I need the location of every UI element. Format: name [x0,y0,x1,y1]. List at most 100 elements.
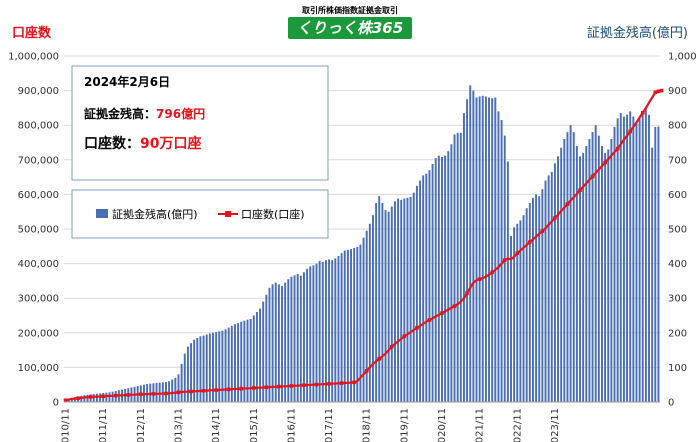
account-point [465,291,469,295]
balance-bar [409,196,412,402]
right-tick-label: 800 [668,121,687,132]
account-point [339,381,344,385]
x-tick-label: 2023/11 [550,408,561,442]
legend-line-label: 口座数(口座) [241,207,305,221]
balance-bar [221,330,224,402]
balance-bar [193,339,196,402]
account-point [540,229,545,233]
account-point [502,258,507,262]
account-point [528,240,532,244]
right-tick-label: 300 [668,294,687,305]
account-point [264,385,269,390]
left-tick-label: 400,000 [18,259,59,270]
balance-bar [531,197,534,402]
balance-bar [506,161,509,402]
balance-bar [525,208,528,402]
account-point [201,388,206,393]
x-tick-label: 2016/11 [286,408,297,442]
balance-bar [651,147,654,402]
balance-bar [158,382,161,402]
balance-bar [271,284,274,402]
left-axis-ticks: 0 100,000 200,000 300,000 400,000 500,000 600,… [8,52,59,409]
balance-bar [375,203,378,402]
balance-bar [550,171,553,402]
balance-bar [268,287,271,402]
balance-bar [346,249,349,402]
balance-bar [600,145,603,402]
account-point [565,202,570,206]
balance-bar [240,321,243,402]
balance-bar [403,198,406,402]
balance-bar [594,125,597,402]
balance-bar [177,374,180,402]
balance-bar [456,132,459,402]
balance-bar [431,163,434,402]
balance-bar [281,286,283,402]
balance-bar [541,189,544,402]
balance-bar [205,334,208,402]
x-tick-label: 2020/11 [437,408,448,442]
left-tick-label: 0 [53,398,59,409]
balance-bar [428,170,431,402]
balance-bar [629,111,632,403]
balance-bar [437,155,440,402]
balance-bar [500,120,503,402]
balance-bar [635,121,638,403]
balance-bar [350,249,352,402]
account-point [659,88,664,93]
balance-bar [528,203,531,402]
balance-bar [315,263,318,402]
account-point [289,384,294,388]
balance-bar [259,308,262,402]
left-tick-label: 100,000 [18,363,59,374]
info-box: 2024年2月6日 証拠金残高：796億円 口座数：90万口座 [71,65,329,181]
balance-bar [343,250,346,402]
balance-bar [538,196,541,402]
account-point [590,174,595,179]
balance-bar [359,244,362,402]
balance-bar [560,147,563,402]
balance-bar [459,132,462,402]
balance-bar [246,319,249,402]
balance-bar [368,223,371,402]
balance-bar [108,392,111,402]
balance-bar [616,118,619,402]
balance-bar [393,201,396,402]
balance-bar [387,211,390,402]
x-tick-label: 2010/11 [61,408,72,442]
account-point [327,382,331,386]
balance-bar [92,394,95,402]
account-point [490,270,494,275]
account-point [239,386,244,391]
account-point [164,391,168,396]
account-point [364,369,369,373]
right-axis-title: 証拠金残高(億円) [587,25,688,41]
balance-bar [575,145,578,402]
account-point [653,90,658,95]
account-point [314,382,319,387]
balance-bar [99,393,102,402]
balance-bar [196,337,199,402]
balance-bar [563,139,566,403]
balance-bar [610,139,613,403]
balance-bar [453,134,456,403]
balance-bar [353,248,356,402]
left-tick-label: 1,000,000 [8,52,59,63]
balance-bar [491,98,494,402]
x-tick-label: 2022/11 [512,408,523,442]
balance-bar [290,276,293,402]
balance-bar [318,260,321,402]
balance-bar [86,394,89,402]
balance-bar [168,381,171,402]
balance-bar [362,237,365,402]
account-point [515,251,520,256]
logo-top-text: 取引所株価指数証拠金取引 [302,5,398,15]
balance-bar [604,152,607,402]
balance-bar [340,253,343,402]
balance-bar [522,215,525,402]
right-tick-label: 700 [668,155,687,166]
balance-bar [95,393,98,402]
logo-badge [288,17,412,39]
legend-frame [71,189,329,239]
balance-bar [472,90,475,402]
